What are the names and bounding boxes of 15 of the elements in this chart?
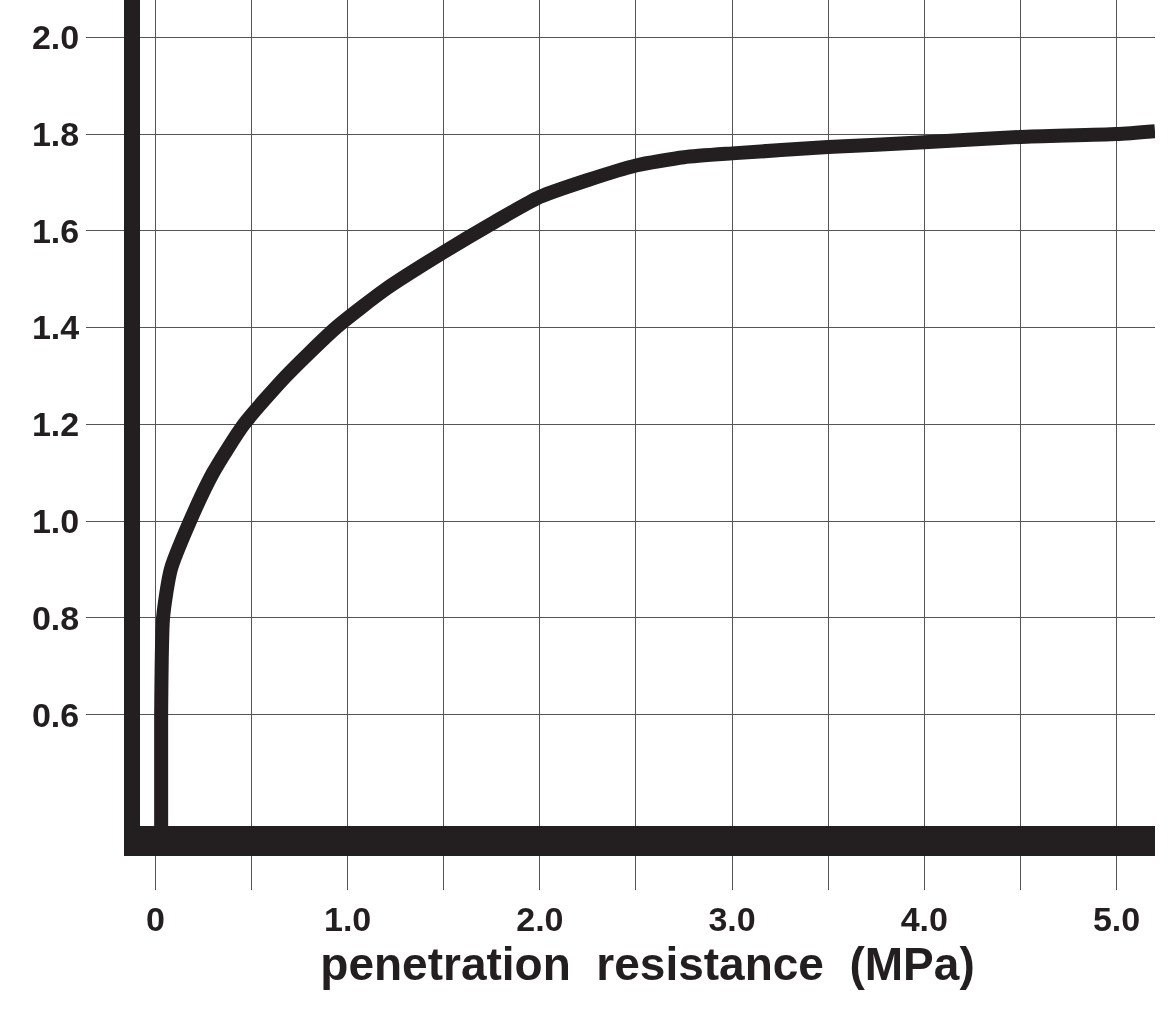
x-tick-label: 2.0 bbox=[516, 899, 564, 938]
y-tick-label: 2.0 bbox=[31, 18, 80, 57]
x-tick-label: 1.0 bbox=[323, 899, 372, 938]
y-tick-label: 1.6 bbox=[31, 211, 80, 250]
x-tick-label: 4.0 bbox=[900, 899, 948, 938]
x-tick-label: 0 bbox=[145, 899, 165, 938]
y-tick-label: 1.2 bbox=[31, 405, 80, 444]
x-tick-label: 3.0 bbox=[708, 899, 756, 938]
x-axis-title: penetration resistance (MPa) bbox=[320, 937, 975, 990]
x-tick-label: 5.0 bbox=[1092, 899, 1141, 938]
y-tick-label: 1.0 bbox=[31, 502, 80, 541]
y-tick-label: 1.4 bbox=[31, 308, 80, 347]
y-tick-label: 0.6 bbox=[31, 695, 80, 734]
y-tick-label: 1.8 bbox=[31, 114, 80, 153]
y-tick-label: 0.8 bbox=[31, 598, 80, 637]
